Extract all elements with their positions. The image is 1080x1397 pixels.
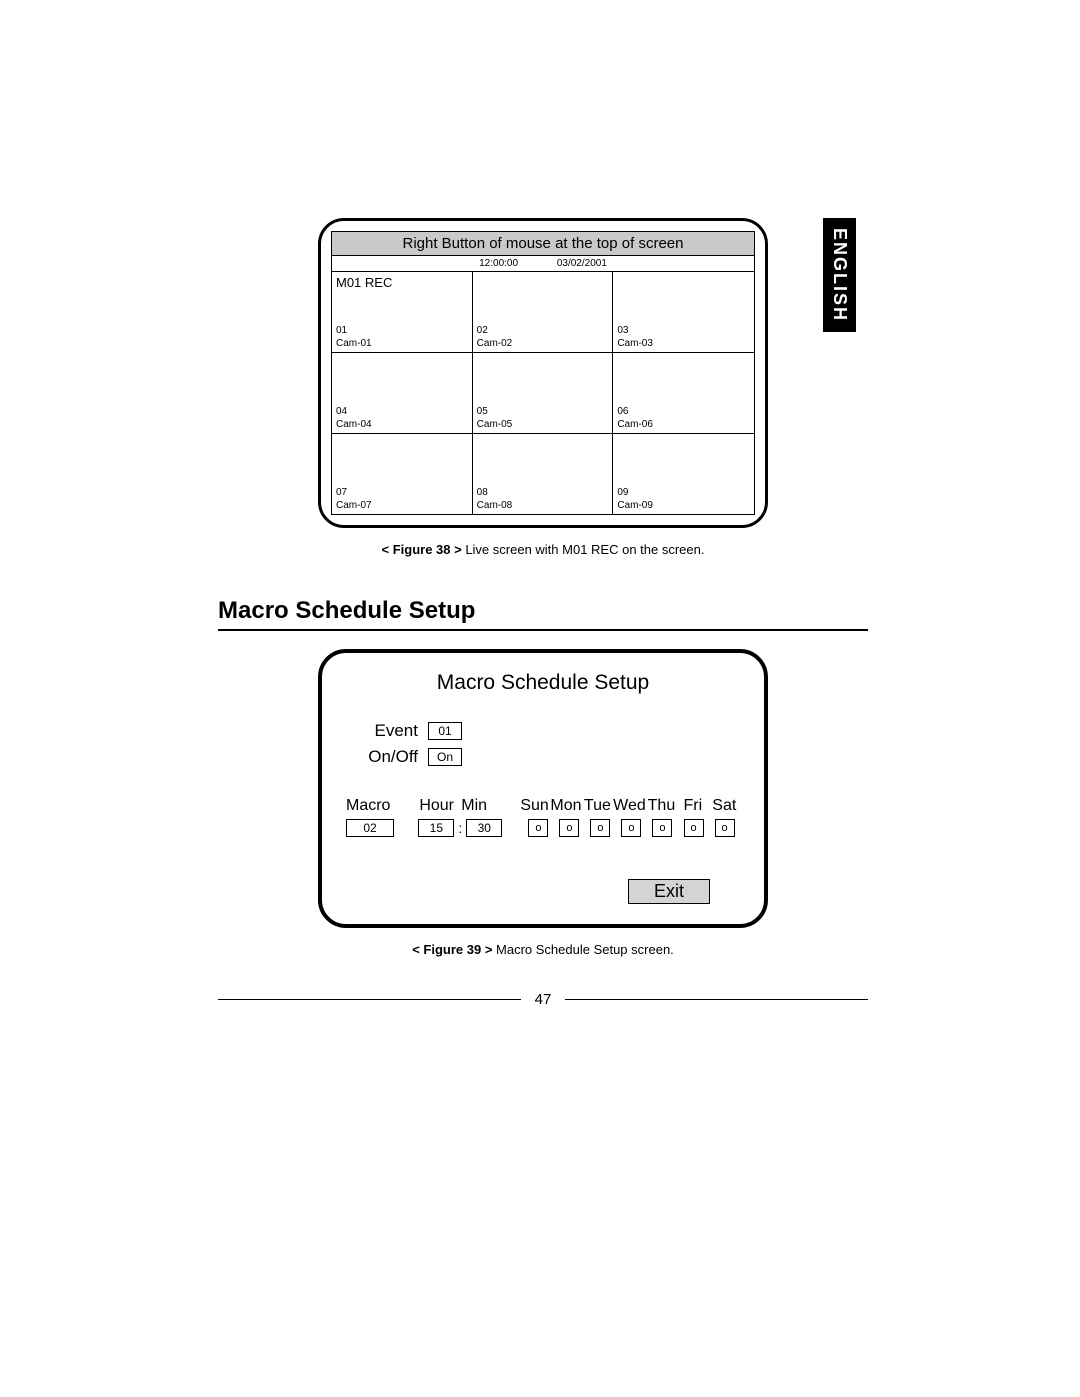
figure-39-screen: Macro Schedule Setup Event 01 On/Off On … [318, 649, 768, 928]
min-field[interactable]: 30 [466, 819, 502, 837]
day-toggle[interactable]: o [528, 819, 548, 837]
figure-38-screen: Right Button of mouse at the top of scre… [318, 218, 768, 528]
cam-num: 08 [477, 487, 488, 498]
cam-cell: 08 Cam-08 [473, 434, 614, 514]
cam-num: 01 [336, 325, 347, 336]
time-row: 12:00:00 03/02/2001 [331, 256, 755, 272]
rec-status: M01 REC [336, 275, 392, 290]
time-colon: : [458, 820, 462, 836]
event-field[interactable]: 01 [428, 722, 462, 740]
onoff-label: On/Off [346, 747, 418, 767]
figure-39-caption: < Figure 39 > Macro Schedule Setup scree… [218, 942, 868, 957]
page-number: 47 [521, 991, 566, 1008]
hdr-day: Sun [519, 797, 550, 815]
cam-label: Cam-08 [477, 500, 513, 511]
cam-label: Cam-03 [617, 338, 653, 349]
caption-label: < Figure 38 > [382, 542, 462, 557]
event-label: Event [346, 721, 418, 741]
date-value: 03/02/2001 [557, 258, 607, 269]
cam-num: 04 [336, 406, 347, 417]
figure-38-caption: < Figure 38 > Live screen with M01 REC o… [218, 542, 868, 557]
screen2-title: Macro Schedule Setup [346, 671, 740, 695]
hdr-min: Min [461, 797, 503, 815]
exit-button[interactable]: Exit [628, 879, 710, 904]
hdr-hour: Hour [419, 797, 461, 815]
cam-cell: M01 REC 01 Cam-01 [332, 272, 473, 353]
hdr-day: Thu [646, 797, 677, 815]
screen-titlebar: Right Button of mouse at the top of scre… [331, 231, 755, 256]
cam-cell: 03 Cam-03 [613, 272, 754, 353]
caption-text: Live screen with M01 REC on the screen. [462, 542, 705, 557]
time-value: 12:00:00 [479, 258, 518, 269]
cam-cell: 04 Cam-04 [332, 353, 473, 434]
onoff-field[interactable]: On [428, 748, 462, 766]
day-toggle[interactable]: o [559, 819, 579, 837]
language-tab: ENGLISH [823, 218, 856, 332]
cam-label: Cam-04 [336, 419, 372, 430]
section-rule [218, 629, 868, 631]
cam-cell: 02 Cam-02 [473, 272, 614, 353]
hdr-day: Wed [613, 797, 646, 815]
day-toggle[interactable]: o [652, 819, 672, 837]
cam-num: 06 [617, 406, 628, 417]
cam-label: Cam-09 [617, 500, 653, 511]
cam-cell: 06 Cam-06 [613, 353, 754, 434]
cam-cell: 07 Cam-07 [332, 434, 473, 514]
section-title: Macro Schedule Setup [218, 597, 868, 625]
caption-label: < Figure 39 > [412, 942, 492, 957]
hour-field[interactable]: 15 [418, 819, 454, 837]
cam-label: Cam-05 [477, 419, 513, 430]
cam-label: Cam-02 [477, 338, 513, 349]
cam-label: Cam-07 [336, 500, 372, 511]
cam-num: 02 [477, 325, 488, 336]
caption-text: Macro Schedule Setup screen. [492, 942, 673, 957]
page-footer: 47 [218, 991, 868, 1008]
cam-num: 07 [336, 487, 347, 498]
hdr-day: Fri [677, 797, 708, 815]
hdr-day: Sat [709, 797, 740, 815]
cam-cell: 09 Cam-09 [613, 434, 754, 514]
day-toggle[interactable]: o [590, 819, 610, 837]
day-toggle[interactable]: o [715, 819, 735, 837]
hdr-macro: Macro [346, 797, 404, 815]
schedule-row: 02 15 : 30 o o o o o o o [346, 819, 740, 837]
cam-num: 03 [617, 325, 628, 336]
cam-num: 05 [477, 406, 488, 417]
cam-num: 09 [617, 487, 628, 498]
camera-grid: M01 REC 01 Cam-01 02 Cam-02 03 Cam-03 04… [331, 272, 755, 515]
schedule-header: Macro Hour Min Sun Mon Tue Wed Thu Fri S… [346, 797, 740, 815]
hdr-day: Tue [582, 797, 613, 815]
hdr-day: Mon [550, 797, 581, 815]
macro-field[interactable]: 02 [346, 819, 394, 837]
cam-label: Cam-06 [617, 419, 653, 430]
day-toggle[interactable]: o [684, 819, 704, 837]
day-toggle[interactable]: o [621, 819, 641, 837]
cam-label: Cam-01 [336, 338, 372, 349]
cam-cell: 05 Cam-05 [473, 353, 614, 434]
